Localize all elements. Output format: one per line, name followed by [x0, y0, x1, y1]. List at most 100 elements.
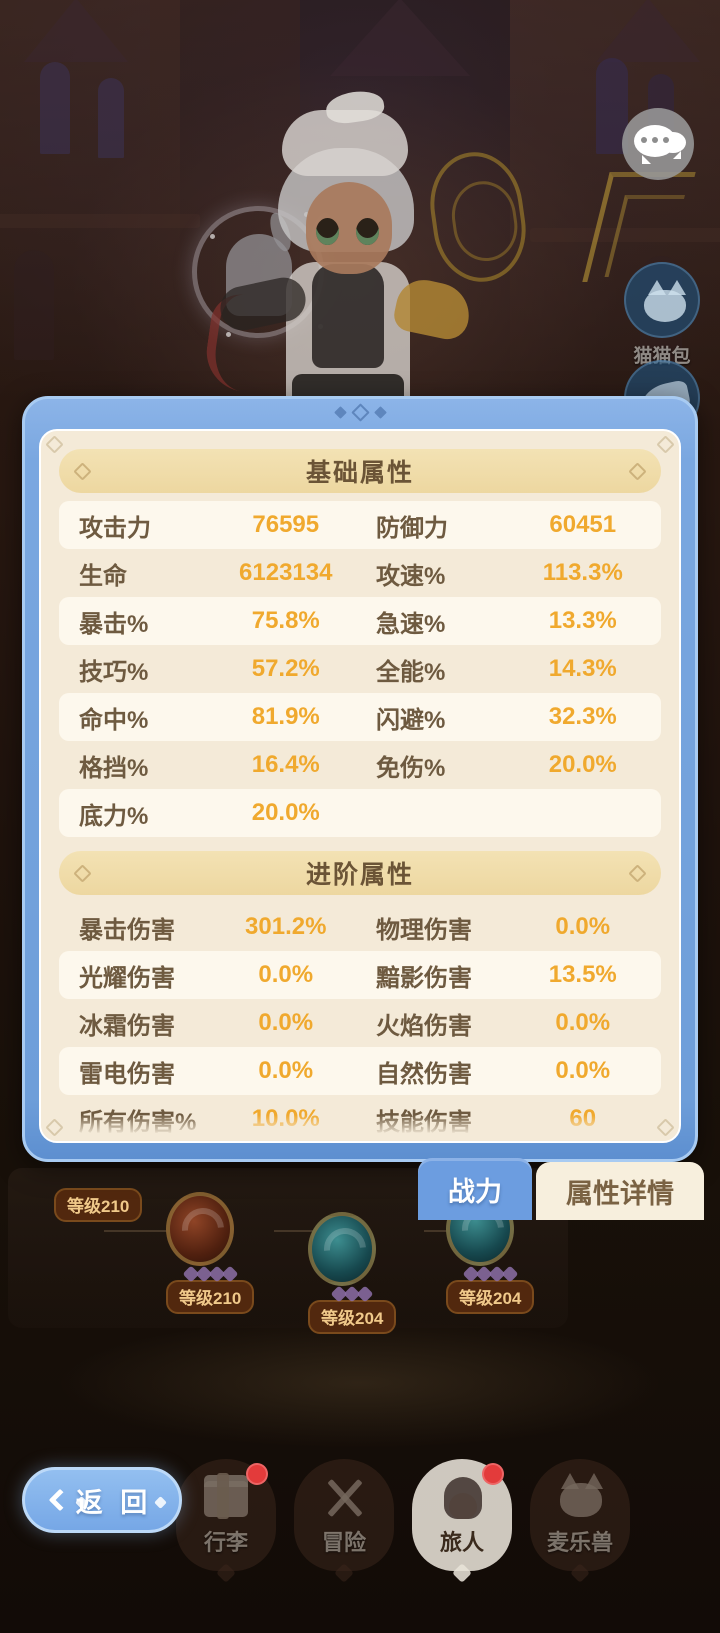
ellipsis-dots [641, 137, 669, 143]
castle-window [14, 250, 54, 360]
equip-link [104, 1230, 194, 1232]
stat-value: 0.0% [258, 1057, 314, 1084]
section-gap [59, 837, 661, 851]
notification-badge [482, 1463, 504, 1485]
stat-row: 暴击伤害 301.2% 物理伤害 0.0% [59, 903, 661, 951]
nav-item-label: 冒险 [321, 1530, 366, 1555]
stat-row: 格挡% 16.4% 免伤% 20.0% [59, 741, 661, 789]
tab-combat-power[interactable]: 战力 [418, 1158, 532, 1220]
character-eye [316, 218, 339, 245]
equip-level-badge: 等级204 [308, 1300, 397, 1334]
stat-value: 76595 [252, 511, 320, 538]
cat-bag-icon [624, 262, 700, 338]
stat-cell: 技巧% 57.2% [63, 652, 360, 687]
character-avatar [186, 86, 486, 426]
stat-row: 光耀伤害 0.0% 黯影伤害 13.5% [59, 951, 661, 999]
stat-cell: 自然伤害 0.0% [360, 1054, 657, 1089]
stat-label: 暴击% [79, 610, 149, 638]
nav-pod: 麦乐兽 [530, 1459, 630, 1571]
diamond-decor-icon [373, 406, 387, 419]
stat-label: 雷电伤害 [79, 1060, 175, 1088]
bottom-navigation: 返 回 行李 冒险 旅人 [0, 1453, 720, 1593]
nav-item-baggage[interactable]: 行李 [172, 1459, 280, 1571]
attributes-panel: 基础属性攻击力 76595 防御力 60451 生命 6123134 攻速% 113.3% 暴击… [22, 396, 698, 1162]
section-diamond-icon [73, 863, 92, 883]
stat-value: 13.3% [548, 607, 617, 634]
nav-item-beast[interactable]: 麦乐兽 [526, 1459, 634, 1571]
stat-label: 底力% [79, 802, 149, 830]
stat-value: 16.4% [251, 751, 320, 778]
stat-label: 黯影伤害 [376, 964, 472, 992]
stat-label: 自然伤害 [376, 1060, 472, 1088]
equipment-slot[interactable]: 等级210 [54, 1188, 143, 1222]
panel-drag-handle[interactable] [25, 403, 695, 422]
nav-item-label: 行李 [203, 1530, 248, 1555]
equip-level-badge: 等级204 [446, 1280, 535, 1314]
sparkle [210, 234, 215, 239]
stat-cell: 攻速% 113.3% [360, 556, 657, 591]
equipment-slot[interactable]: 等级210 [166, 1192, 255, 1314]
stat-label: 全能% [376, 658, 446, 686]
stat-label: 冰霜伤害 [79, 1012, 175, 1040]
notification-badge [246, 1463, 268, 1485]
stat-value: 0.0% [555, 1057, 611, 1084]
tower-spire [24, 0, 128, 62]
stat-cell: 光耀伤害 0.0% [63, 958, 360, 993]
attributes-scroll-area[interactable]: 基础属性攻击力 76595 防御力 60451 生命 6123134 攻速% 113.3% 暴击… [41, 431, 679, 1141]
nav-item-adventure[interactable]: 冒险 [290, 1459, 398, 1571]
tower-spire [596, 0, 700, 62]
stat-value: 13.5% [548, 961, 617, 988]
stat-cell: 防御力 60451 [360, 508, 657, 543]
castle-ledge [0, 214, 200, 228]
stat-value: 60451 [549, 511, 617, 538]
stat-value: 301.2% [245, 913, 327, 940]
stat-value: 0.0% [258, 961, 314, 988]
diamond-outline-icon [350, 403, 370, 422]
panel-tabs: 战力 属性详情 [418, 1158, 704, 1220]
equip-orb-icon [166, 1192, 234, 1266]
equip-stars [446, 1265, 534, 1283]
section-header: 进阶属性 [59, 851, 661, 895]
nav-pod: 冒险 [294, 1459, 394, 1571]
stat-value: 113.3% [542, 559, 623, 586]
back-button[interactable]: 返 回 [22, 1467, 182, 1533]
equip-stars [166, 1265, 254, 1283]
stat-cell: 冰霜伤害 0.0% [63, 1006, 360, 1041]
stat-label: 急速% [376, 610, 446, 638]
hero-icon [434, 1473, 490, 1523]
stat-cell: 免伤% 20.0% [360, 748, 657, 783]
chat-button[interactable] [622, 108, 694, 180]
stat-value: 20.0% [548, 751, 617, 778]
side-button-cat-bag[interactable]: 猫猫包 [622, 262, 702, 368]
stat-cell: 生命 6123134 [63, 556, 360, 591]
tab-attribute-details[interactable]: 属性详情 [536, 1162, 704, 1220]
stat-label: 物理伤害 [376, 916, 472, 944]
castle-window [40, 62, 70, 154]
nav-item-traveler[interactable]: 旅人 [408, 1459, 516, 1571]
stat-cell: 攻击力 76595 [63, 508, 360, 543]
sparkle [226, 332, 231, 337]
stat-cell: 急速% 13.3% [360, 604, 657, 639]
stat-value: 20.0% [251, 799, 320, 826]
stat-value: 75.8% [251, 607, 320, 634]
stat-label: 火焰伤害 [376, 1012, 472, 1040]
diamond-decor-icon [333, 406, 347, 419]
stat-cell: 暴击伤害 301.2% [63, 910, 360, 945]
stat-label: 闪避% [376, 706, 446, 734]
stat-value: 32.3% [548, 703, 617, 730]
section-title: 基础属性 [305, 459, 414, 487]
stat-label: 暴击伤害 [79, 916, 175, 944]
equip-orb-icon [308, 1212, 376, 1286]
stat-label: 免伤% [376, 754, 446, 782]
character-eye [356, 218, 379, 245]
stat-cell: 全能% 14.3% [360, 652, 657, 687]
stat-value: 14.3% [548, 655, 617, 682]
stat-label: 攻速% [376, 562, 446, 590]
stat-label: 技巧% [79, 658, 149, 686]
stat-row: 暴击% 75.8% 急速% 13.3% [59, 597, 661, 645]
sparkle-icon [154, 1496, 167, 1509]
stat-label: 命中% [79, 706, 149, 734]
equipment-slot[interactable]: 等级204 [308, 1212, 397, 1334]
section-header: 基础属性 [59, 449, 661, 493]
stat-value: 6123134 [239, 559, 333, 586]
